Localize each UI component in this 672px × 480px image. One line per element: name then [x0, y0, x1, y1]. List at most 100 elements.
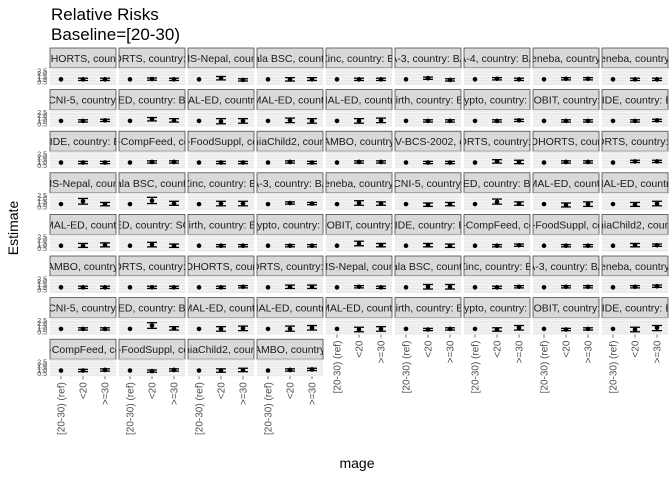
x-tick-label: >=30	[515, 340, 526, 363]
estimate-point	[149, 242, 155, 247]
facet-strip-label: studyid: COHORTS, country: GUATEMALA	[51, 53, 253, 65]
estimate-point	[309, 243, 315, 249]
facet-panel: studyid: Keneba, country: GAMBIA	[278, 172, 440, 210]
estimate-point	[127, 243, 133, 249]
facet-strip-label: studyid: SAS-CompFeed, country: INDIA	[402, 219, 592, 231]
estimate-point	[171, 285, 177, 290]
estimate-point	[541, 118, 547, 124]
estimate-point	[171, 326, 177, 331]
estimate-point	[127, 326, 133, 332]
estimate-point	[218, 368, 224, 373]
facet-strip-label: studyid: COHORTS, country: GUATEMALA	[51, 261, 253, 273]
facet-panel: studyid: JiVitA-3, country: BANGLADESH	[256, 172, 324, 210]
estimate-point	[472, 201, 478, 207]
estimate-point	[632, 327, 638, 332]
estimate-point	[80, 199, 86, 204]
facet-strip-label: studyid: ZVITAMBO, country: ZIMBABWE	[0, 261, 180, 273]
estimate-point	[516, 159, 522, 165]
estimate-point	[516, 77, 522, 82]
y-tick-label: 2.0	[37, 279, 47, 286]
facet-panel: studyid: PROBIT, country: BELARUS	[532, 297, 600, 335]
estimate-point	[334, 201, 340, 207]
y-tick-label: 2.5	[37, 193, 47, 200]
facet-panel: studyid: MAL-ED, country: INDIA	[187, 297, 255, 335]
estimate-point	[494, 159, 500, 164]
y-tick-label: 2.0	[37, 321, 47, 328]
estimate-point	[127, 368, 133, 373]
facet-panel: studyid: MAL-ED, country: PERU	[325, 297, 393, 335]
facet-strip-label: studyid: PROBIT, country: BELARUS	[273, 219, 445, 231]
facet-panel: studyid: MAL-ED, country: SOUTH AFRICA	[118, 214, 186, 252]
estimate-point	[378, 118, 384, 123]
facet-panel: studyid: LCNI-5, country: MALAWI	[394, 172, 462, 210]
estimate-point	[563, 243, 569, 249]
facet-strip-label: studyid: PROBIT, country: BELARUS	[480, 95, 652, 107]
estimate-point	[149, 368, 155, 374]
estimate-point	[447, 243, 453, 249]
y-tick-label: 1.5	[37, 199, 47, 206]
estimate-point	[218, 243, 224, 249]
estimate-point	[472, 243, 478, 249]
estimate-point	[403, 118, 409, 124]
estimate-point	[58, 326, 64, 332]
estimate-point	[403, 201, 409, 207]
facet-panel: studyid: JiVitA-4, country: BANGLADESH	[463, 47, 531, 85]
estimate-point	[58, 243, 64, 249]
estimate-point	[265, 285, 271, 290]
x-tick-label: [20-30) (ref)	[540, 341, 551, 394]
facet-strip-label: studyid: Keneba, country: GAMBIA	[485, 53, 647, 65]
estimate-point	[196, 77, 202, 82]
facet-panel: studyid: MAL-ED, country: BANGLADESH	[463, 172, 531, 210]
facet-panel: studyid: TanzaniaChild2, country: TANZAN…	[601, 214, 669, 252]
estimate-point	[265, 368, 271, 373]
estimate-point	[149, 323, 155, 328]
y-tick-label: 0.5	[37, 80, 47, 87]
estimate-point	[196, 368, 202, 373]
estimate-point	[472, 285, 478, 290]
facet-strip-label: studyid: Keneba, country: GAMBIA	[278, 178, 440, 190]
estimate-point	[610, 285, 616, 290]
x-tick-label: <20	[562, 340, 573, 357]
facet-panel: studyid: MAL-ED, country: NEPAL	[325, 89, 393, 127]
x-tick-label: <20	[217, 382, 228, 399]
x-tick-label: >=30	[239, 382, 250, 405]
estimate-point	[472, 160, 478, 165]
estimate-point	[287, 367, 293, 373]
facet-panel: studyid: COHORTS, country: GUATEMALA	[51, 47, 253, 85]
estimate-point	[58, 201, 64, 207]
estimate-point	[378, 285, 384, 290]
estimate-point	[102, 160, 108, 165]
estimate-point	[403, 77, 409, 82]
facet-panel: studyid: SAS-FoodSuppl, country: INDIA	[187, 130, 255, 169]
facet-panel: studyid: TanzaniaChild2, country: TANZAN…	[186, 130, 394, 169]
estimate-point	[425, 327, 431, 332]
y-tick-label: 2.0	[37, 154, 47, 161]
estimate-point	[58, 285, 64, 290]
estimate-point	[102, 201, 108, 207]
estimate-point	[287, 284, 293, 290]
estimate-point	[494, 118, 500, 124]
y-tick-label: 1.0	[37, 77, 47, 84]
estimate-point	[356, 118, 362, 124]
facet-strip-label: studyid: SAS-FoodSuppl, country: INDIA	[472, 219, 661, 231]
estimate-point	[265, 118, 271, 124]
estimate-point	[149, 116, 155, 122]
estimate-point	[425, 160, 431, 165]
facet-panel: studyid: NIH-Crypto, country: BANGLADESH	[463, 89, 531, 127]
facet-strip-label: studyid: TanzaniaChild2, country: TANZAN…	[186, 136, 394, 148]
estimate-point	[585, 243, 591, 249]
estimate-point	[563, 327, 569, 332]
estimate-point	[610, 326, 616, 332]
facet-panel: studyid: NIH-Birth, country: BANGLADESH	[394, 89, 462, 127]
estimate-point	[80, 77, 86, 82]
facet-panel: studyid: MAL-ED, country: BANGLADESH	[118, 89, 186, 127]
facet-strip-label: studyid: MAL-ED, country: BRAZIL	[140, 95, 302, 107]
facet-panel: studyid: SAS-FoodSuppl, country: INDIA	[118, 338, 186, 377]
x-tick-label: <20	[286, 382, 297, 399]
estimate-point	[334, 243, 340, 249]
x-tick-label: <20	[631, 340, 642, 357]
y-tick-label: 2.0	[37, 71, 47, 78]
y-tick-label: 1.0	[37, 326, 47, 333]
facet-strip-label: studyid: Keneba, country: GAMBIA	[554, 261, 672, 273]
y-tick-label: 1.5	[37, 157, 47, 164]
